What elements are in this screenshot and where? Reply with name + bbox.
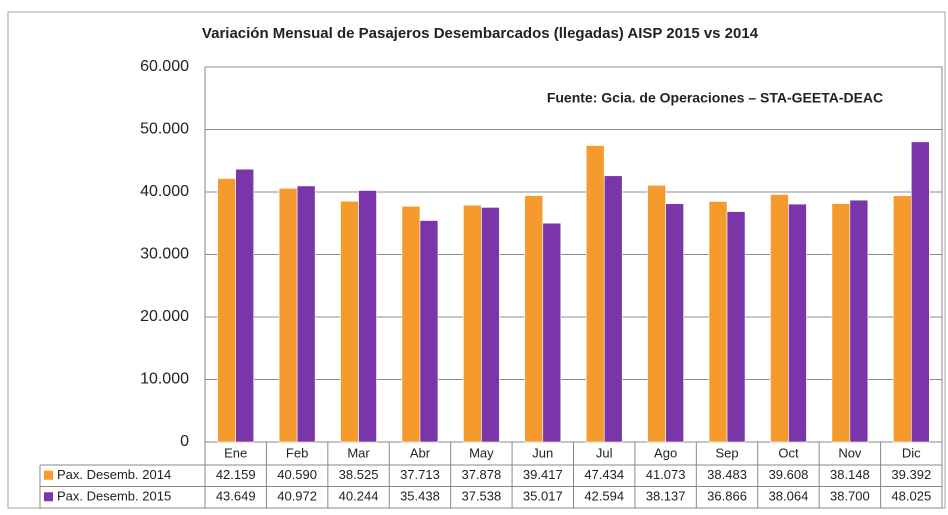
bar	[910, 141, 930, 443]
y-tick-label: 30.000	[140, 246, 189, 263]
bar	[788, 203, 807, 443]
table-value: 40.590	[277, 467, 317, 482]
table-value: 47.434	[584, 467, 624, 482]
bar	[542, 222, 562, 443]
x-tick-label: Jun	[532, 445, 553, 460]
table-value: 38.483	[707, 467, 747, 482]
x-tick-label: Ago	[654, 445, 677, 460]
x-tick-label: Dic	[902, 445, 921, 460]
table-value: 39.417	[523, 467, 563, 482]
legend-swatch	[44, 492, 53, 502]
annotation: Fuente: Gcia. de Operaciones – STA-GEETA…	[547, 90, 883, 106]
legend-swatch	[44, 470, 53, 480]
x-tick-label: Nov	[838, 445, 862, 460]
bar	[463, 204, 482, 443]
table-value: 37.878	[461, 467, 501, 482]
table-value: 37.538	[461, 489, 501, 504]
table-value: 42.159	[216, 467, 256, 482]
x-tick-label: Feb	[286, 445, 308, 460]
bar	[401, 205, 421, 443]
bar	[665, 203, 684, 443]
table-value: 38.137	[646, 489, 686, 504]
table-value: 48.025	[891, 489, 931, 504]
legend-label: Pax. Desemb. 2014	[57, 467, 171, 482]
bar	[481, 207, 500, 443]
table-value: 38.064	[769, 489, 809, 504]
bar	[278, 188, 298, 443]
chart-title: Variación Mensual de Pasajeros Desembarc…	[202, 25, 759, 42]
x-tick-label: Ene	[224, 445, 247, 460]
y-tick-label: 40.000	[140, 183, 189, 200]
bar	[770, 194, 789, 443]
bar	[340, 200, 359, 443]
table-value: 42.594	[584, 489, 624, 504]
bar	[831, 203, 851, 443]
bar	[849, 199, 869, 443]
x-tick-label: May	[469, 445, 494, 460]
table-value: 37.713	[400, 467, 440, 482]
y-tick-label: 60.000	[140, 58, 189, 75]
bar	[585, 145, 605, 443]
y-tick-label: 10.000	[140, 371, 189, 388]
table-value: 35.017	[523, 489, 563, 504]
x-tick-label: Jul	[596, 445, 613, 460]
legend-label: Pax. Desemb. 2015	[57, 489, 171, 504]
x-tick-label: Mar	[347, 445, 370, 460]
table-value: 41.073	[646, 467, 686, 482]
table-value: 38.148	[830, 467, 870, 482]
table-value: 36.866	[707, 489, 747, 504]
table-value: 39.392	[891, 467, 931, 482]
bar	[419, 220, 439, 443]
bar	[296, 185, 316, 443]
bar	[726, 211, 746, 443]
bar	[708, 201, 728, 443]
table-value: 40.244	[339, 489, 379, 504]
table-value: 38.700	[830, 489, 870, 504]
table-value: 40.972	[277, 489, 317, 504]
y-tick-label: 50.000	[140, 121, 189, 138]
table-value: 43.649	[216, 489, 256, 504]
bar	[524, 195, 544, 443]
bar	[217, 178, 237, 443]
bar	[235, 168, 255, 443]
table-value: 38.525	[339, 467, 379, 482]
bar	[647, 184, 666, 443]
x-tick-label: Sep	[715, 445, 738, 460]
bar	[603, 175, 623, 443]
x-tick-label: Oct	[778, 445, 799, 460]
bar	[892, 195, 912, 443]
y-tick-label: 20.000	[140, 308, 189, 325]
table-value: 39.608	[769, 467, 809, 482]
x-tick-label: Abr	[410, 445, 431, 460]
table-value: 35.438	[400, 489, 440, 504]
bar	[358, 190, 377, 443]
y-tick-label: 0	[180, 433, 189, 450]
